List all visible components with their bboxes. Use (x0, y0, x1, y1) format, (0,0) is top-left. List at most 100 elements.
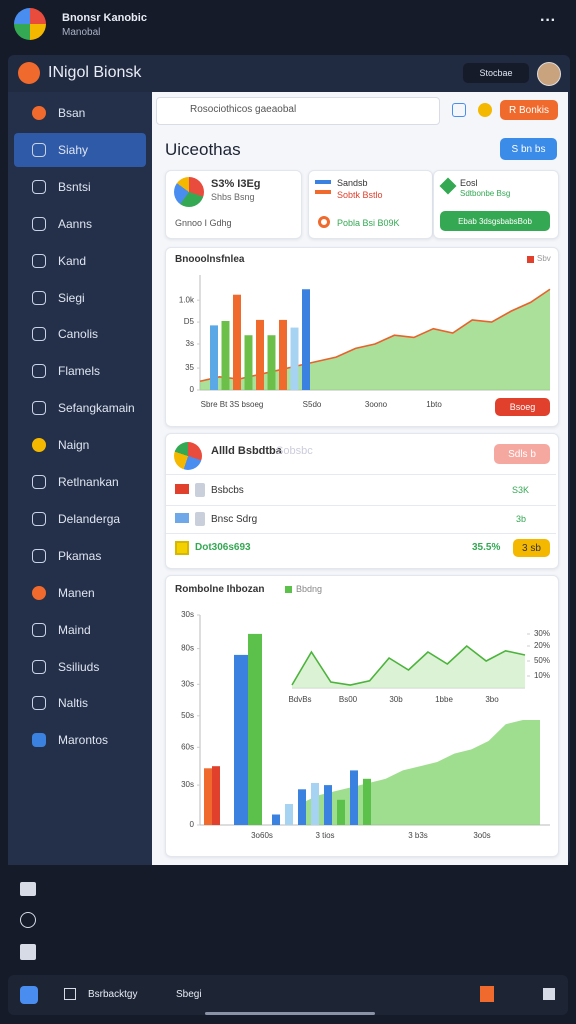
sidebar-label: Maind (58, 622, 91, 637)
bar (290, 327, 299, 390)
y-tick-label: 3s (186, 339, 194, 348)
toolbar-icon[interactable] (452, 103, 466, 117)
toolbar-button[interactable]: R Bonkis (500, 100, 558, 120)
sidebar-item[interactable]: Maind (14, 613, 146, 647)
bar (363, 778, 371, 825)
taskbar (8, 975, 568, 1015)
search-placeholder: Rosociothicos gaeaobal (190, 104, 297, 115)
page-button[interactable]: S bn bs (500, 138, 557, 160)
row-icon (175, 484, 189, 494)
sidebar-icon (32, 290, 46, 305)
row-name: Bsbcbs (211, 485, 244, 496)
card-title: S3% I3Eg (211, 178, 261, 190)
sidebar-icon (32, 622, 46, 637)
x-tick-label: 3oono (365, 400, 388, 409)
sidebar-icon (32, 106, 46, 120)
bar (311, 783, 319, 825)
sidebar-item[interactable]: Bsan (14, 96, 146, 130)
sidebar-item[interactable]: Retlnankan (14, 465, 146, 499)
user-button[interactable]: Stocbae (463, 63, 529, 83)
y-tick-label: 30s (181, 610, 194, 619)
card-icon (315, 180, 331, 184)
sidebar-icon (32, 659, 46, 674)
y-tick-label: D5 (184, 317, 195, 326)
search-box[interactable] (156, 97, 440, 125)
x-tick-label: 1bto (426, 400, 442, 409)
home-indicator (205, 1012, 375, 1015)
card-subtitle: Sdtbonbe Bsg (460, 189, 511, 198)
row-button[interactable]: 3 sb (513, 539, 550, 557)
area (200, 289, 550, 390)
list-title: Allld Bsbdtba (211, 445, 282, 457)
bar (298, 789, 306, 825)
divider (166, 533, 556, 534)
dock-icon[interactable] (20, 944, 36, 960)
sidebar-icon (32, 511, 46, 526)
legend-label: Sbv (537, 254, 551, 263)
sidebar-item[interactable]: Manen (14, 576, 146, 610)
taskbar-icon[interactable] (64, 988, 76, 1000)
dock-icon[interactable] (20, 912, 36, 928)
sidebar-item[interactable]: Bsntsi (14, 170, 146, 204)
sidebar-icon (32, 364, 46, 379)
sidebar-label: Sefangkamain (58, 401, 135, 416)
sidebar-label: Pkamas (58, 548, 102, 563)
card-footer: Pobla Bsi B09K (337, 218, 400, 228)
chart-button[interactable]: Bsoeg (495, 398, 550, 416)
list-button[interactable]: Sdls b (494, 444, 550, 464)
toolbar-icon[interactable] (478, 103, 492, 117)
legend-swatch (285, 586, 292, 593)
line (291, 644, 526, 686)
page-title: Uiceothas (165, 140, 241, 159)
card-subtitle: Sobtk Bstlo (337, 190, 383, 200)
menu-dots[interactable]: ··· (540, 12, 556, 29)
row-value: 3b (516, 514, 527, 524)
card-button[interactable]: Ebab 3dsgsbabsBob (440, 211, 550, 231)
sidebar-icon (32, 475, 46, 489)
avatar[interactable] (537, 62, 561, 86)
sidebar-label: Flamels (58, 364, 101, 379)
card-title: Sandsb (337, 178, 368, 188)
sidebar-item[interactable]: Naign (14, 428, 146, 462)
start-button[interactable] (20, 986, 38, 1004)
sidebar-item[interactable]: Delanderga (14, 502, 146, 536)
bar (267, 335, 276, 390)
taskbar-icon[interactable] (480, 986, 494, 1002)
row-icon (175, 513, 189, 523)
bar (279, 319, 287, 390)
row-value: 35.5% (472, 542, 501, 553)
row-value: S3K (512, 485, 530, 495)
sidebar-item[interactable]: Aanns (14, 207, 146, 241)
card-subtitle: Shbs Bsng (211, 192, 255, 202)
sidebar-item[interactable]: Kand (14, 244, 146, 278)
sidebar-icon (32, 585, 46, 600)
bar (210, 325, 218, 390)
card-icon (315, 190, 331, 194)
sidebar-item[interactable]: Canolis (14, 317, 146, 351)
taskbar-icon[interactable] (543, 988, 555, 1000)
sidebar-item[interactable]: Pkamas (14, 539, 146, 573)
sidebar-item[interactable]: Siegi (14, 281, 146, 315)
sidebar-item[interactable]: Ssiliuds (14, 650, 146, 684)
y-tick-label: 60s (181, 742, 194, 751)
dock-icon[interactable] (20, 882, 36, 896)
sidebar-item[interactable]: Marontos (14, 723, 146, 757)
sidebar-label: Siahy (58, 142, 89, 157)
taskbar-item[interactable]: Sbegi (176, 989, 202, 1000)
bar (233, 294, 241, 390)
list-card (165, 433, 559, 569)
taskbar-search[interactable]: Bsrbacktgy (88, 989, 138, 1000)
sidebar-item[interactable]: Flamels (14, 354, 146, 388)
row-icon (195, 483, 205, 497)
sidebar-icon (32, 179, 46, 194)
sidebar-item[interactable]: Sefangkamain (14, 391, 146, 425)
legend-swatch (527, 256, 534, 263)
sidebar-label: Naltis (58, 696, 89, 711)
window-icon (18, 62, 40, 84)
sidebar-item[interactable]: Siahy (14, 132, 146, 167)
sidebar-item[interactable]: Naltis (14, 686, 146, 720)
y-tick-label: 30s (181, 679, 194, 688)
legend-label: Bbdng (296, 584, 323, 594)
